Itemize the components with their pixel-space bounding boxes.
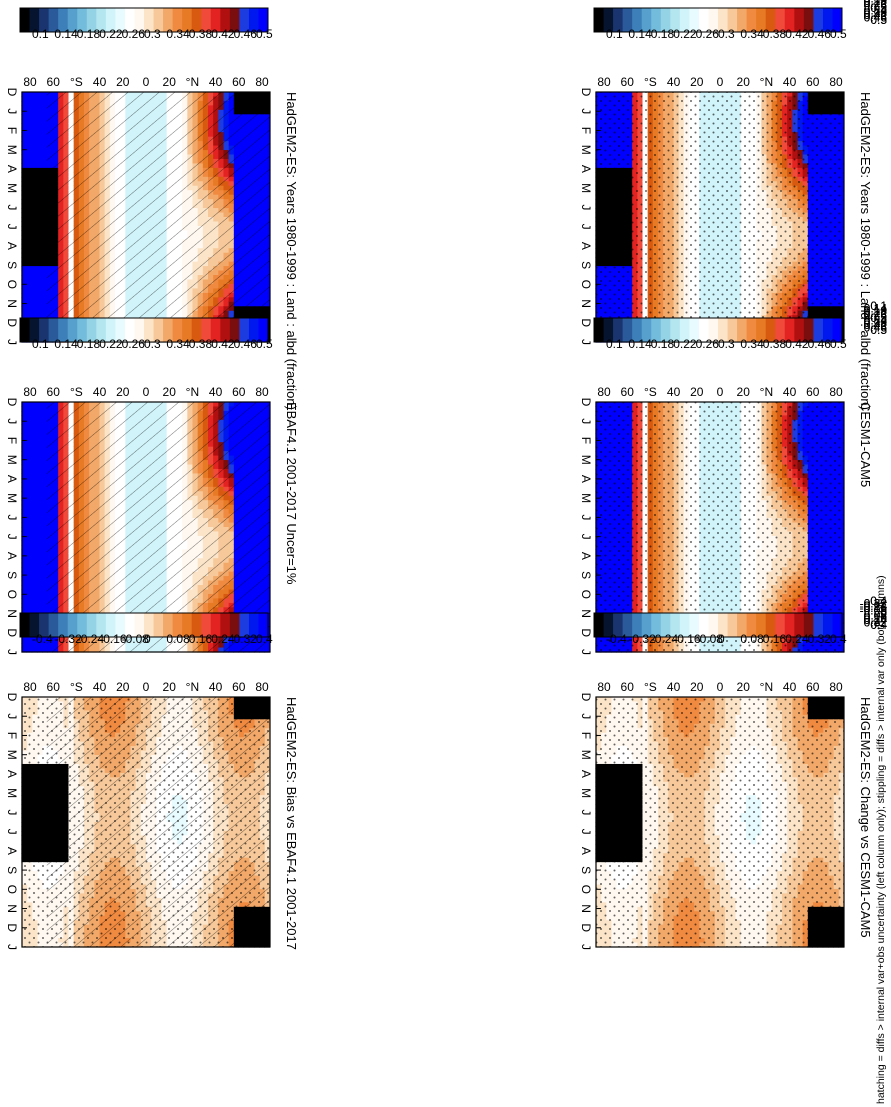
colorbar-tick-label: 0.18 (864, 0, 888, 8)
latitude-tick-label: 40 (783, 75, 797, 89)
colorbar-tick-label: 0.14 (864, 0, 888, 5)
colorbar-tick-label: 0.5 (870, 13, 887, 27)
month-tick-label: S (579, 261, 593, 269)
month-tick-label: N (579, 299, 593, 308)
colorbar-tick-label: 0.46 (864, 11, 888, 25)
colorbar-tick-label: 0.26 (864, 0, 888, 13)
colorbar-tick-label: 0.38 (864, 6, 888, 20)
chart-panel-0: 0.50.460.420.380.340.30.260.220.180.140.… (579, 0, 887, 410)
colorbar-tick-label: 0.22 (864, 0, 888, 10)
month-tick-label: D (579, 88, 593, 97)
colorbar-tick-label: 0.34 (864, 3, 888, 17)
colorbar-0: 0.50.460.420.380.340.30.260.220.180.140.… (864, 0, 888, 27)
latitude-tick-label: 20 (690, 75, 704, 89)
latitude-tick-label: 80 (597, 75, 611, 89)
latitude-tick-label: 80 (829, 75, 843, 89)
latitude-tick-label: °S (644, 75, 657, 89)
month-tick-label: D (579, 318, 593, 327)
panel-title: HadGEM2-ES: Years 1980-1999 : Land : alb… (858, 92, 873, 410)
month-tick-label: J (579, 224, 593, 230)
month-tick-label: J (579, 204, 593, 210)
latitude-tick-label: 60 (806, 75, 820, 89)
month-tick-label: M (579, 145, 593, 155)
colorbar-tick-label: 0.42 (864, 8, 888, 22)
month-tick-label: F (579, 127, 593, 134)
month-tick-label: J (579, 108, 593, 114)
colorbar-tick-label: 0.3 (870, 1, 887, 15)
month-tick-label: A (579, 165, 593, 173)
month-tick-label: J (579, 339, 593, 345)
colorbar-tick-label: 0.1 (870, 0, 887, 3)
month-tick-label: A (579, 242, 593, 250)
latitude-tick-label: 60 (621, 75, 635, 89)
latitude-tick-label: 20 (737, 75, 751, 89)
latitude-tick-label: °N (760, 75, 773, 89)
chart-panel-1: 0.50.460.420.380.340.30.260.220.180.140.… (579, 299, 887, 655)
stippling-overlay (596, 92, 844, 342)
latitude-tick-label: 40 (667, 75, 681, 89)
latitude-tick-label: 0 (717, 75, 724, 89)
month-tick-label: M (579, 183, 593, 193)
month-tick-label: O (579, 280, 593, 289)
